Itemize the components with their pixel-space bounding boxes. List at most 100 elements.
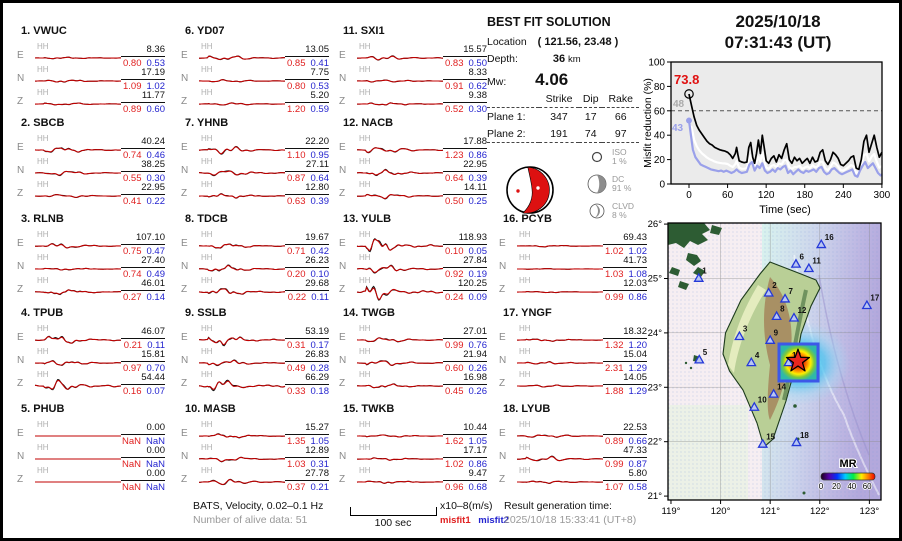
waveform-trace bbox=[516, 361, 604, 365]
component-values: 47.33 0.99 0.87 bbox=[603, 442, 647, 470]
peak-amplitude: 18.32 bbox=[603, 323, 647, 339]
misfit1-label: misfit1 bbox=[440, 515, 471, 526]
station-name: 7. YHNB bbox=[185, 117, 229, 129]
peak-amplitude: 15.57 bbox=[443, 41, 487, 57]
component-values: 69.43 1.02 1.02 bbox=[603, 229, 647, 257]
component-letter: Z bbox=[17, 96, 24, 107]
epicenter-star bbox=[785, 348, 811, 372]
misfit1-value: 1.02 bbox=[445, 459, 464, 470]
misfit2-value: 0.30 bbox=[468, 104, 488, 115]
component-values: 15.57 0.83 0.50 bbox=[443, 41, 487, 69]
station-marker bbox=[693, 354, 705, 364]
component-letter: E bbox=[499, 428, 506, 439]
station-marker-label: 16 bbox=[825, 233, 834, 242]
component-values: 21.94 0.60 0.26 bbox=[443, 346, 487, 374]
svg-text:MR: MR bbox=[839, 458, 856, 470]
component-values: 12.89 1.03 0.31 bbox=[285, 442, 329, 470]
component-letter: Z bbox=[339, 188, 346, 199]
misfit1-value: 0.75 bbox=[123, 246, 142, 257]
component-values: 120.25 0.24 0.09 bbox=[443, 275, 487, 303]
channel-label: HH bbox=[359, 420, 371, 429]
misfit1-value: 1.20 bbox=[287, 104, 306, 115]
misfit2-label: misfit2 bbox=[478, 515, 509, 526]
component-letter: N bbox=[181, 451, 189, 462]
station-marker-label: 11 bbox=[812, 257, 821, 266]
amplitude-units: x10–8(m/s) bbox=[440, 500, 493, 512]
misfit1-value: 1.10 bbox=[287, 150, 306, 161]
component-values: 29.68 0.22 0.11 bbox=[285, 275, 329, 303]
waveform-trace bbox=[35, 458, 121, 460]
misfit2-value: 1.05 bbox=[310, 436, 330, 447]
station-marker-label: 12 bbox=[797, 306, 806, 315]
channel-label: HH bbox=[201, 88, 213, 97]
station-name: 1. VWUC bbox=[21, 25, 67, 37]
svg-text:120°: 120° bbox=[711, 506, 731, 517]
component-letter: E bbox=[181, 332, 188, 343]
component-letter: E bbox=[181, 238, 188, 249]
component-row: N HH 12.89 1.03 0.31 bbox=[179, 442, 331, 470]
peak-amplitude: 17.19 bbox=[121, 64, 165, 80]
component-row: N HH 26.83 0.49 0.28 bbox=[179, 346, 331, 374]
misfit2-value: 0.53 bbox=[146, 58, 166, 69]
channel-label: HH bbox=[201, 370, 213, 379]
channel-label: HH bbox=[201, 65, 213, 74]
waveform-trace bbox=[198, 433, 286, 439]
peak-amplitude: 13.05 bbox=[285, 41, 329, 57]
misfit1-value: 0.60 bbox=[445, 363, 464, 374]
channel-label: HH bbox=[519, 253, 531, 262]
waveform-trace bbox=[516, 384, 604, 388]
component-values: 15.04 2.31 1.29 bbox=[603, 346, 647, 374]
col-strike: Strike bbox=[539, 92, 579, 108]
component-row: Z HH 0.00 NaN NaN bbox=[15, 465, 167, 493]
component-values: 8.36 0.80 0.53 bbox=[121, 41, 165, 69]
peak-amplitude: 29.68 bbox=[285, 275, 329, 291]
clvd-icon bbox=[589, 203, 605, 219]
waveform-trace bbox=[198, 79, 286, 83]
waveform-trace bbox=[198, 336, 286, 347]
peak-amplitude: 9.47 bbox=[443, 465, 487, 481]
channel-label: HH bbox=[37, 420, 49, 429]
waveform-trace bbox=[198, 145, 286, 155]
station-marker-label: 5 bbox=[703, 348, 708, 357]
misfit2-value: 0.87 bbox=[628, 459, 648, 470]
station-marker-label: 17 bbox=[870, 294, 879, 303]
channel-label: HH bbox=[519, 420, 531, 429]
station-marker bbox=[783, 356, 794, 367]
component-values: 27.40 0.74 0.49 bbox=[121, 252, 165, 280]
component-row: E HH 40.24 0.74 0.46 bbox=[15, 133, 167, 161]
component-letter: E bbox=[17, 332, 24, 343]
misfit1-value: 0.80 bbox=[287, 81, 306, 92]
waveform-trace bbox=[356, 102, 444, 106]
peak-amplitude: 9.38 bbox=[443, 87, 487, 103]
component-values: 19.67 0.71 0.42 bbox=[285, 229, 329, 257]
station-marker bbox=[746, 356, 757, 367]
misfit2-value: 0.26 bbox=[468, 386, 488, 397]
station-name: 6. YD07 bbox=[185, 25, 225, 37]
misfit1-value: 0.63 bbox=[287, 196, 306, 207]
component-values: 40.24 0.74 0.46 bbox=[121, 133, 165, 161]
misfit2-value: 0.22 bbox=[146, 196, 166, 207]
misfit1-value: 0.50 bbox=[445, 196, 464, 207]
component-values: 27.11 0.87 0.64 bbox=[285, 156, 329, 184]
iso-label: ISO bbox=[612, 146, 627, 157]
component-letter: N bbox=[17, 261, 25, 272]
component-letter: E bbox=[499, 238, 506, 249]
component-values: 14.11 0.50 0.25 bbox=[443, 179, 487, 207]
station-marker bbox=[788, 312, 800, 322]
svg-text:20: 20 bbox=[832, 482, 841, 491]
waveform-trace bbox=[356, 480, 444, 484]
misfit2-value: 0.25 bbox=[468, 196, 488, 207]
peak-amplitude: 8.36 bbox=[121, 41, 165, 57]
misfit2-value: 0.07 bbox=[146, 386, 166, 397]
misfit2-value: 0.86 bbox=[468, 459, 488, 470]
plane2-dip: 74 bbox=[578, 125, 603, 143]
component-letter: Z bbox=[499, 474, 506, 485]
station-marker bbox=[815, 238, 827, 249]
channel-label: HH bbox=[37, 134, 49, 143]
station-marker-label: 10 bbox=[758, 395, 767, 404]
component-row: N HH 7.75 0.80 0.53 bbox=[179, 64, 331, 92]
map-layers bbox=[668, 223, 881, 500]
component-values: 9.38 0.52 0.30 bbox=[443, 87, 487, 115]
peak-amplitude: 7.75 bbox=[285, 64, 329, 80]
misfit2-value: 0.17 bbox=[310, 340, 330, 351]
